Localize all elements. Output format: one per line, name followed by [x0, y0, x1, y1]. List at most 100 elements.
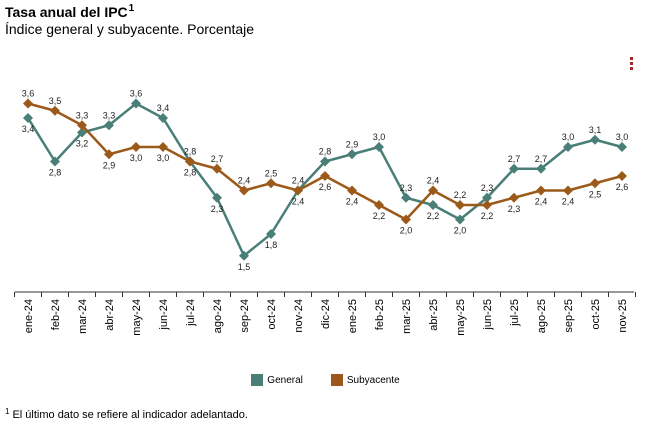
x-tick-label: nov-24	[293, 299, 305, 333]
x-tick-label: ago-25	[536, 299, 548, 333]
chart-title-text: Tasa anual del IPC	[5, 4, 128, 20]
data-point-general	[77, 127, 87, 138]
data-point-subyacente	[239, 185, 249, 196]
x-tick-label: ene-25	[347, 299, 359, 333]
legend-label-general: General	[267, 374, 303, 386]
data-point-general	[23, 113, 33, 123]
x-tick-label: jul-24	[185, 299, 197, 327]
data-label-general: 3,6	[130, 89, 143, 99]
data-point-subyacente	[536, 185, 546, 196]
x-tick-label: mar-24	[77, 299, 89, 334]
data-label-subyacente: 2,3	[508, 204, 521, 214]
x-tick-label: sep-25	[563, 299, 575, 333]
x-tick-label: oct-25	[590, 299, 602, 330]
data-point-subyacente	[212, 163, 222, 174]
data-label-general: 3,0	[373, 132, 386, 142]
data-label-subyacente: 2,0	[400, 226, 413, 236]
x-tick-label: jun-25	[482, 299, 494, 331]
x-tick-label: ago-24	[212, 299, 224, 333]
data-point-subyacente	[23, 98, 33, 109]
data-point-subyacente	[50, 105, 60, 116]
data-point-subyacente	[428, 185, 438, 196]
data-label-general: 3,3	[103, 110, 116, 120]
data-point-general	[509, 163, 519, 174]
x-tick-label: jul-25	[509, 299, 521, 327]
data-point-general	[374, 142, 384, 152]
menu-dot	[630, 67, 633, 70]
data-point-subyacente	[158, 142, 168, 152]
x-tick-label: may-24	[131, 299, 143, 336]
data-label-general: 3,4	[157, 103, 170, 113]
data-point-subyacente	[455, 200, 465, 210]
legend-item-subyacente[interactable]: Subyacente	[330, 374, 400, 386]
data-label-subyacente: 2,2	[454, 190, 467, 200]
data-label-subyacente: 2,4	[535, 197, 548, 207]
menu-dot	[630, 62, 633, 65]
data-label-subyacente: 2,6	[319, 182, 332, 192]
data-label-general: 2,7	[535, 154, 548, 164]
data-label-general: 2,3	[400, 183, 413, 193]
data-label-general: 2,8	[184, 168, 197, 178]
data-label-subyacente: 3,0	[157, 153, 170, 163]
legend-swatch-general	[251, 374, 264, 386]
chart-legend: General Subyacente	[0, 374, 651, 386]
data-point-general	[104, 120, 114, 131]
chart-title: Tasa anual del IPC1	[5, 3, 134, 20]
kebab-menu-icon[interactable]	[630, 57, 634, 70]
data-label-general: 3,0	[562, 132, 575, 142]
data-label-subyacente: 2,4	[346, 197, 359, 207]
data-point-general	[50, 156, 60, 167]
data-label-subyacente: 3,0	[130, 153, 143, 163]
data-label-subyacente: 2,4	[562, 197, 575, 207]
x-tick-label: feb-25	[374, 299, 386, 330]
data-label-subyacente: 2,7	[211, 154, 224, 164]
data-label-general: 3,1	[589, 125, 602, 135]
x-tick-label: sep-24	[239, 299, 251, 333]
data-label-general: 2,7	[508, 154, 521, 164]
title-footnote-ref: 1	[128, 3, 135, 14]
data-label-general: 2,9	[346, 139, 359, 149]
data-point-general	[563, 142, 573, 152]
data-point-general	[590, 134, 600, 145]
data-point-subyacente	[104, 149, 114, 160]
data-label-subyacente: 2,2	[373, 211, 386, 221]
x-tick-label: may-25	[455, 299, 467, 336]
data-point-general	[212, 192, 222, 203]
x-tick-label: dic-24	[320, 299, 332, 329]
data-point-subyacente	[401, 214, 411, 225]
x-tick-label: abr-24	[104, 299, 116, 331]
menu-dot	[630, 57, 633, 60]
data-label-subyacente: 2,4	[238, 176, 251, 186]
data-label-subyacente: 2,4	[427, 176, 440, 186]
data-point-general	[617, 142, 627, 152]
data-label-general: 2,4	[292, 197, 305, 207]
data-label-general: 1,8	[265, 240, 278, 250]
data-label-subyacente: 3,6	[22, 89, 35, 99]
data-point-general	[482, 192, 492, 203]
data-point-subyacente	[320, 171, 330, 181]
data-point-general	[131, 98, 141, 109]
data-point-subyacente	[617, 171, 627, 181]
data-point-subyacente	[266, 178, 276, 189]
data-label-subyacente: 2,4	[292, 176, 305, 186]
data-label-subyacente: 3,5	[49, 96, 62, 106]
x-tick-label: feb-24	[50, 299, 62, 330]
data-label-general: 2,3	[481, 183, 494, 193]
data-point-general	[455, 214, 465, 225]
legend-label-subyacente: Subyacente	[346, 374, 400, 386]
data-point-general	[266, 229, 276, 239]
data-point-subyacente	[563, 185, 573, 196]
legend-item-general[interactable]: General	[251, 374, 303, 386]
footnote-marker: 1	[5, 407, 10, 416]
data-label-general: 2,2	[427, 211, 440, 221]
data-label-general: 3,4	[22, 124, 35, 134]
footnote: 1 El último dato se refiere al indicador …	[5, 407, 248, 421]
data-label-subyacente: 2,5	[265, 168, 278, 178]
data-label-subyacente: 2,6	[616, 182, 629, 192]
data-label-general: 1,5	[238, 262, 251, 272]
data-point-general	[401, 192, 411, 203]
x-tick-label: abr-25	[428, 299, 440, 331]
x-tick-label: jun-24	[158, 299, 170, 331]
x-tick-label: nov-25	[617, 299, 629, 333]
